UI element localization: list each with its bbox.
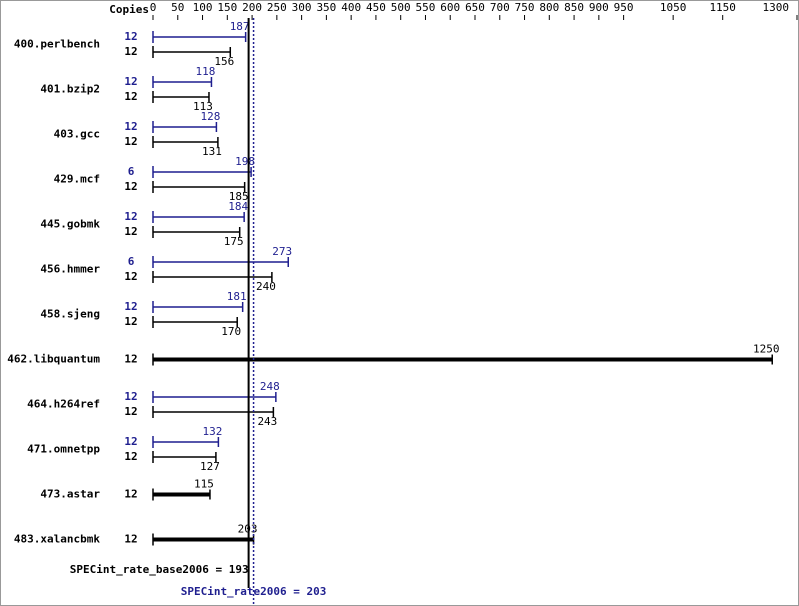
value-label: 240	[256, 280, 276, 293]
copies-label: 12	[124, 315, 137, 328]
value-label: 203	[238, 523, 258, 536]
copies-label: 12	[124, 533, 137, 546]
copies-label: 12	[124, 45, 137, 58]
category-label: 471.omnetpp	[27, 443, 100, 456]
x-tick-label: 500	[391, 1, 411, 14]
x-tick-label: 100	[193, 1, 213, 14]
copies-label: 12	[124, 390, 137, 403]
copies-label: 12	[124, 270, 137, 283]
x-tick-label: 550	[416, 1, 436, 14]
value-label: 170	[221, 325, 241, 338]
copies-label: 12	[124, 120, 137, 133]
category-label: 429.mcf	[54, 173, 100, 186]
x-tick-label: 1150	[709, 1, 736, 14]
category-label: 400.perlbench	[14, 38, 100, 51]
value-label: 118	[196, 65, 216, 78]
value-label: 131	[202, 145, 222, 158]
x-tick-label: 250	[267, 1, 287, 14]
copies-label: 12	[124, 435, 137, 448]
copies-label: 12	[124, 405, 137, 418]
category-label: 403.gcc	[54, 128, 100, 141]
x-tick-label: 650	[465, 1, 485, 14]
value-label: 127	[200, 460, 220, 473]
x-tick-label: 400	[341, 1, 361, 14]
value-label: 128	[200, 110, 220, 123]
peak-metric-label: SPECint_rate2006 = 203	[181, 585, 327, 598]
category-label: 456.hmmer	[40, 263, 100, 276]
base-metric-label: SPECint_rate_base2006 = 193	[70, 563, 249, 576]
value-label: 115	[194, 478, 214, 491]
x-tick-label: 800	[539, 1, 559, 14]
value-label: 1250	[753, 343, 780, 356]
x-tick-label: 150	[217, 1, 237, 14]
category-label: 473.astar	[40, 488, 100, 501]
category-label: 445.gobmk	[40, 218, 100, 231]
x-tick-label: 750	[515, 1, 535, 14]
category-label: 464.h264ref	[27, 398, 100, 411]
x-tick-label: 1050	[660, 1, 687, 14]
value-label: 181	[227, 290, 247, 303]
x-tick-label: 950	[614, 1, 634, 14]
x-tick-label: 200	[242, 1, 262, 14]
value-label: 132	[202, 425, 222, 438]
value-label: 184	[228, 200, 248, 213]
x-tick-label: 900	[589, 1, 609, 14]
value-label: 187	[230, 20, 250, 33]
copies-label: 12	[124, 135, 137, 148]
x-tick-label: 450	[366, 1, 386, 14]
value-label: 198	[235, 155, 255, 168]
value-label: 185	[229, 190, 249, 203]
category-label: 483.xalancbmk	[14, 533, 100, 546]
value-label: 156	[214, 55, 234, 68]
copies-label: 12	[124, 300, 137, 313]
value-label: 248	[260, 380, 280, 393]
copies-label: 12	[124, 90, 137, 103]
value-label: 243	[257, 415, 277, 428]
x-tick-label: 1300	[763, 1, 790, 14]
x-tick-label: 700	[490, 1, 510, 14]
value-label: 113	[193, 100, 213, 113]
x-tick-label: 850	[564, 1, 584, 14]
copies-label: 12	[124, 180, 137, 193]
copies-label: 12	[124, 30, 137, 43]
value-label: 273	[272, 245, 292, 258]
x-tick-label: 350	[316, 1, 336, 14]
copies-label: 6	[128, 255, 135, 268]
copies-label: 12	[124, 75, 137, 88]
copies-label: 6	[128, 165, 135, 178]
copies-label: 12	[124, 450, 137, 463]
x-tick-label: 300	[292, 1, 312, 14]
x-tick-label: 0	[150, 1, 157, 14]
value-label: 175	[224, 235, 244, 248]
category-label: 462.libquantum	[7, 353, 100, 366]
category-label: 458.sjeng	[40, 308, 100, 321]
copies-label: 12	[124, 488, 137, 501]
x-tick-label: 50	[171, 1, 184, 14]
copies-header: Copies	[109, 3, 149, 16]
copies-label: 12	[124, 210, 137, 223]
copies-label: 12	[124, 225, 137, 238]
x-tick-label: 600	[440, 1, 460, 14]
copies-label: 12	[124, 353, 137, 366]
category-label: 401.bzip2	[40, 83, 100, 96]
